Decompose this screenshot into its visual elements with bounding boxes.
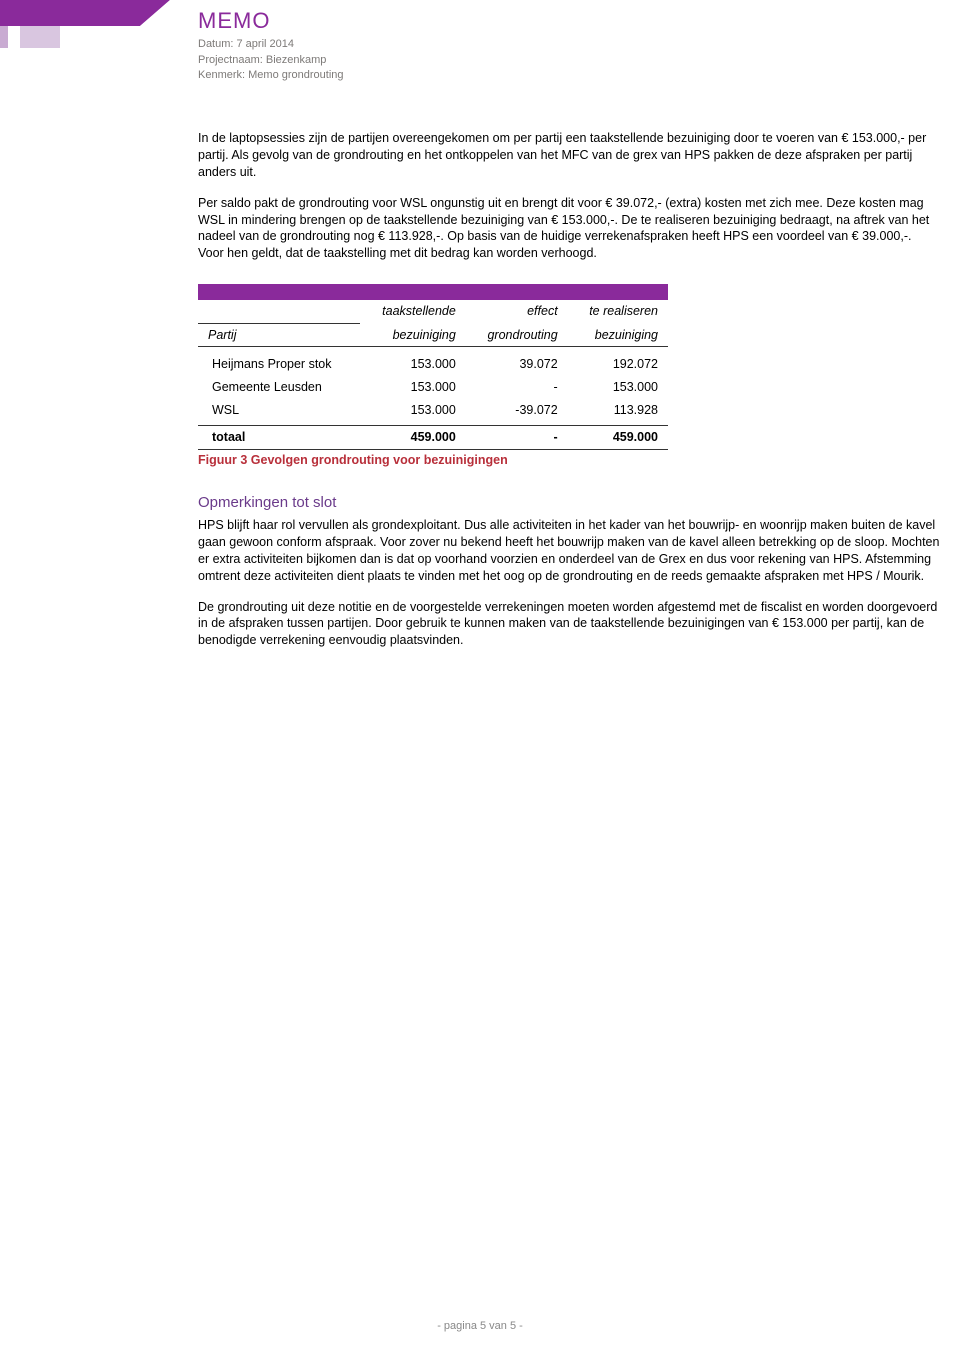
table-header-row-1: taakstellende effect te realiseren xyxy=(198,300,668,323)
meta-date: Datum: 7 april 2014 xyxy=(198,37,344,52)
table-row: Heijmans Proper stok 153.000 39.072 192.… xyxy=(198,353,668,376)
table-row: WSL 153.000 -39.072 113.928 xyxy=(198,399,668,422)
figure-3-table: taakstellende effect te realiseren Parti… xyxy=(198,284,940,469)
cell-partij: Gemeente Leusden xyxy=(198,376,360,399)
total-effect: - xyxy=(466,426,568,450)
meta-kenmerk: Kenmerk: Memo grondrouting xyxy=(198,68,344,83)
corner-decoration xyxy=(0,0,200,60)
figure-3-caption: Figuur 3 Gevolgen grondrouting voor bezu… xyxy=(198,452,940,469)
cell-partij: WSL xyxy=(198,399,360,422)
cell-effect: - xyxy=(466,376,568,399)
cell-real: 113.928 xyxy=(568,399,668,422)
col-header-partij: Partij xyxy=(198,323,360,347)
col-header-real: bezuiniging xyxy=(568,323,668,347)
table-header-row-2: Partij bezuiniging grondrouting bezuinig… xyxy=(198,323,668,347)
cell-partij: Heijmans Proper stok xyxy=(198,353,360,376)
cell-taak: 153.000 xyxy=(360,376,466,399)
cell-real: 153.000 xyxy=(568,376,668,399)
closing-paragraph-1: HPS blijft haar rol vervullen als gronde… xyxy=(198,517,940,585)
paragraph-1: In de laptopsessies zijn de partijen ove… xyxy=(198,130,940,181)
closing-section-title: Opmerkingen tot slot xyxy=(198,493,940,513)
cell-taak: 153.000 xyxy=(360,399,466,422)
col-header-effect-top: effect xyxy=(466,300,568,323)
cell-taak: 153.000 xyxy=(360,353,466,376)
col-header-taak: bezuiniging xyxy=(360,323,466,347)
total-taak: 459.000 xyxy=(360,426,466,450)
table-total-row: totaal 459.000 - 459.000 xyxy=(198,426,668,450)
document-body: In de laptopsessies zijn de partijen ove… xyxy=(198,130,940,663)
closing-paragraph-2: De grondrouting uit deze notitie en de v… xyxy=(198,599,940,650)
table-header-bar xyxy=(198,284,668,300)
cell-effect: -39.072 xyxy=(466,399,568,422)
document-header: MEMO Datum: 7 april 2014 Projectnaam: Bi… xyxy=(198,6,344,83)
total-label: totaal xyxy=(198,426,360,450)
meta-project: Projectnaam: Biezenkamp xyxy=(198,53,344,68)
total-real: 459.000 xyxy=(568,426,668,450)
page-footer: - pagina 5 van 5 - xyxy=(0,1319,960,1334)
col-header-effect: grondrouting xyxy=(466,323,568,347)
col-header-real-top: te realiseren xyxy=(568,300,668,323)
col-header-partij-top xyxy=(198,300,360,323)
memo-title: MEMO xyxy=(198,6,344,36)
table-row: Gemeente Leusden 153.000 - 153.000 xyxy=(198,376,668,399)
paragraph-2: Per saldo pakt de grondrouting voor WSL … xyxy=(198,195,940,263)
col-header-taak-top: taakstellende xyxy=(360,300,466,323)
cell-real: 192.072 xyxy=(568,353,668,376)
cell-effect: 39.072 xyxy=(466,353,568,376)
